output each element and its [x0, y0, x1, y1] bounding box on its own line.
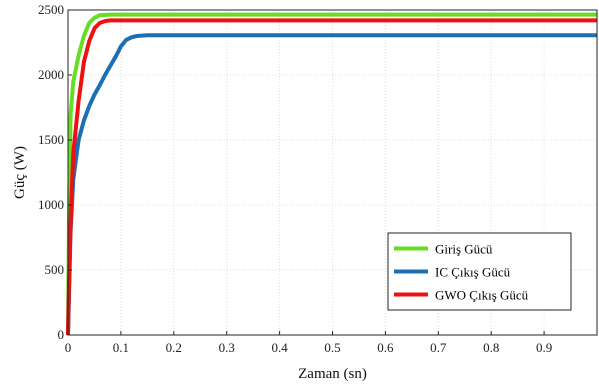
- x-tick-label: 0.1: [113, 340, 129, 355]
- legend-label: GWO Çıkış Gücü: [435, 288, 529, 303]
- x-tick-label: 0.9: [536, 340, 552, 355]
- y-tick-label: 500: [45, 262, 65, 277]
- x-axis-label: Zaman (sn): [298, 366, 367, 382]
- x-tick-label: 0.3: [219, 340, 235, 355]
- x-tick-label: 0.4: [271, 340, 288, 355]
- y-tick-label: 0: [58, 327, 65, 342]
- series-line-1: [66, 12, 597, 336]
- series-line-3: [66, 18, 597, 336]
- series-line-2: [66, 33, 597, 336]
- legend: Giriş Gücü IC Çıkış Gücü GWO Çıkış Gücü: [387, 232, 572, 311]
- x-tick-label: 0.6: [377, 340, 394, 355]
- y-tick-label: 1500: [38, 132, 64, 147]
- ticks: 0 0.1 0.2 0.3 0.4 0.5 0.6 0.7 0.8 0.9 0 500 1000 1500…: [38, 2, 552, 355]
- x-tick-label: 0: [65, 340, 72, 355]
- legend-label: IC Çıkış Gücü: [435, 265, 511, 280]
- series-layer: [66, 12, 597, 336]
- y-tick-label: 2000: [38, 67, 64, 82]
- y-tick-label: 2500: [38, 2, 64, 17]
- y-tick-label: 1000: [38, 197, 64, 212]
- x-tick-label: 0.2: [166, 340, 182, 355]
- x-tick-label: 0.8: [483, 340, 499, 355]
- x-tick-label: 0.7: [430, 340, 447, 355]
- y-axis-label: Güç (W): [12, 146, 28, 199]
- x-tick-label: 0.5: [324, 340, 340, 355]
- legend-label: Giriş Gücü: [435, 242, 493, 257]
